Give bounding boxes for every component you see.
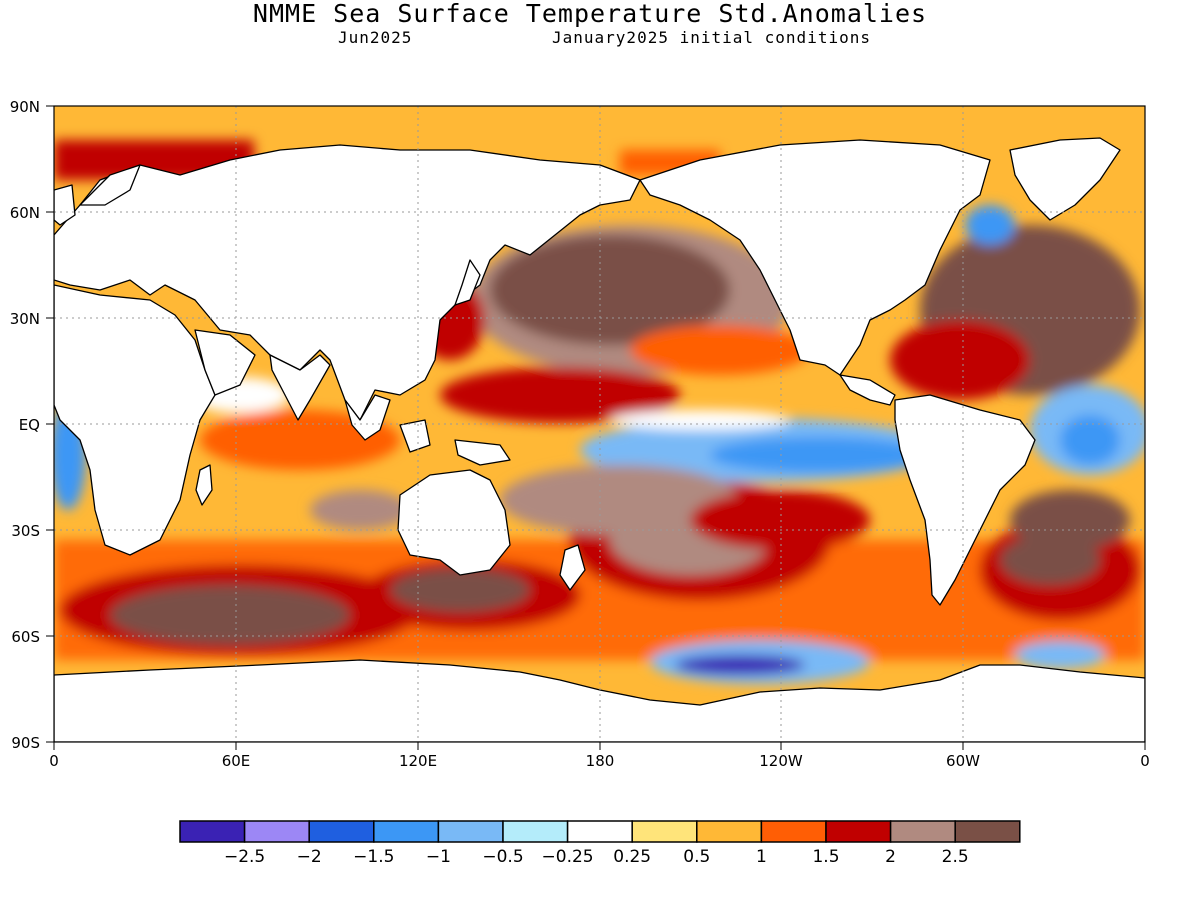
arabia bbox=[194, 329, 256, 396]
colorbar: −2.5 −2 −1.5 −1 −0.5 −0.25 0.25 0.5 1 1.5 2 2.5 bbox=[179, 820, 1021, 867]
new-zealand bbox=[559, 544, 586, 591]
lat-label-90s: 90S bbox=[11, 734, 40, 752]
new-guinea bbox=[454, 439, 511, 466]
lat-label-30s: 30S bbox=[11, 522, 40, 540]
colorbar-swatch bbox=[696, 820, 763, 843]
colorbar-swatch bbox=[566, 820, 633, 843]
lon-label-180: 180 bbox=[586, 752, 615, 770]
longitude-labels: 0 60E 120E 180 120W 60W 0 bbox=[49, 752, 1150, 770]
colorbar-swatch bbox=[373, 820, 440, 843]
colorbar-swatch bbox=[437, 820, 504, 843]
borneo bbox=[399, 419, 431, 453]
colorbar-label: 2 bbox=[885, 847, 896, 867]
greenland bbox=[1009, 137, 1121, 221]
lat-label-60s: 60S bbox=[11, 628, 40, 646]
colorbar-swatch bbox=[502, 820, 569, 843]
colorbar-label: −1 bbox=[426, 847, 451, 867]
lat-label-60n: 60N bbox=[10, 204, 40, 222]
lat-label-30n: 30N bbox=[10, 310, 40, 328]
map-title: NMME Sea Surface Temperature Std.Anomali… bbox=[252, 0, 928, 28]
colorbar-label: 2.5 bbox=[942, 847, 969, 867]
colorbar-swatch bbox=[954, 820, 1021, 843]
graticule bbox=[54, 106, 1145, 742]
colorbar-swatch bbox=[631, 820, 698, 843]
colorbar-swatch bbox=[760, 820, 827, 843]
lon-label-60w: 60W bbox=[946, 752, 980, 770]
colorbar-label: −0.5 bbox=[482, 847, 523, 867]
colorbar-swatch bbox=[825, 820, 892, 843]
colorbar-label: −0.25 bbox=[542, 847, 594, 867]
lat-label-eq: EQ bbox=[19, 416, 40, 434]
lon-label-0: 0 bbox=[49, 752, 59, 770]
target-month: Jun2025 bbox=[338, 28, 413, 47]
lon-label-60e: 60E bbox=[222, 752, 251, 770]
colorbar-swatch bbox=[308, 820, 375, 843]
colorbar-label: 0.25 bbox=[613, 847, 651, 867]
colorbar-swatch bbox=[243, 820, 310, 843]
initial-conditions: January2025 initial conditions bbox=[552, 28, 871, 47]
colorbar-label: 0.5 bbox=[683, 847, 710, 867]
africa bbox=[54, 284, 216, 556]
lon-label-120e: 120E bbox=[399, 752, 437, 770]
lon-label-0-end: 0 bbox=[1140, 752, 1150, 770]
british-isles bbox=[54, 184, 76, 226]
indochina bbox=[344, 394, 391, 441]
lat-label-90n: 90N bbox=[10, 98, 40, 116]
colorbar-label: −1.5 bbox=[353, 847, 394, 867]
latitude-labels: 90N 60N 30N EQ 30S 60S 90S bbox=[10, 98, 40, 752]
colorbar-label: −2.5 bbox=[224, 847, 265, 867]
central-america bbox=[839, 374, 896, 406]
axis-ticks bbox=[46, 105, 1146, 750]
australia bbox=[397, 469, 511, 576]
colorbar-swatch bbox=[889, 820, 956, 843]
japan bbox=[454, 259, 481, 306]
lon-label-120w: 120W bbox=[759, 752, 803, 770]
north-america bbox=[639, 139, 991, 376]
south-america bbox=[894, 394, 1036, 606]
scandinavia bbox=[79, 164, 141, 206]
india bbox=[269, 354, 331, 421]
colorbar-label: −2 bbox=[297, 847, 322, 867]
colorbar-swatch bbox=[179, 820, 246, 843]
madagascar bbox=[195, 464, 213, 506]
colorbar-label: 1.5 bbox=[812, 847, 839, 867]
colorbar-label: 1 bbox=[756, 847, 767, 867]
